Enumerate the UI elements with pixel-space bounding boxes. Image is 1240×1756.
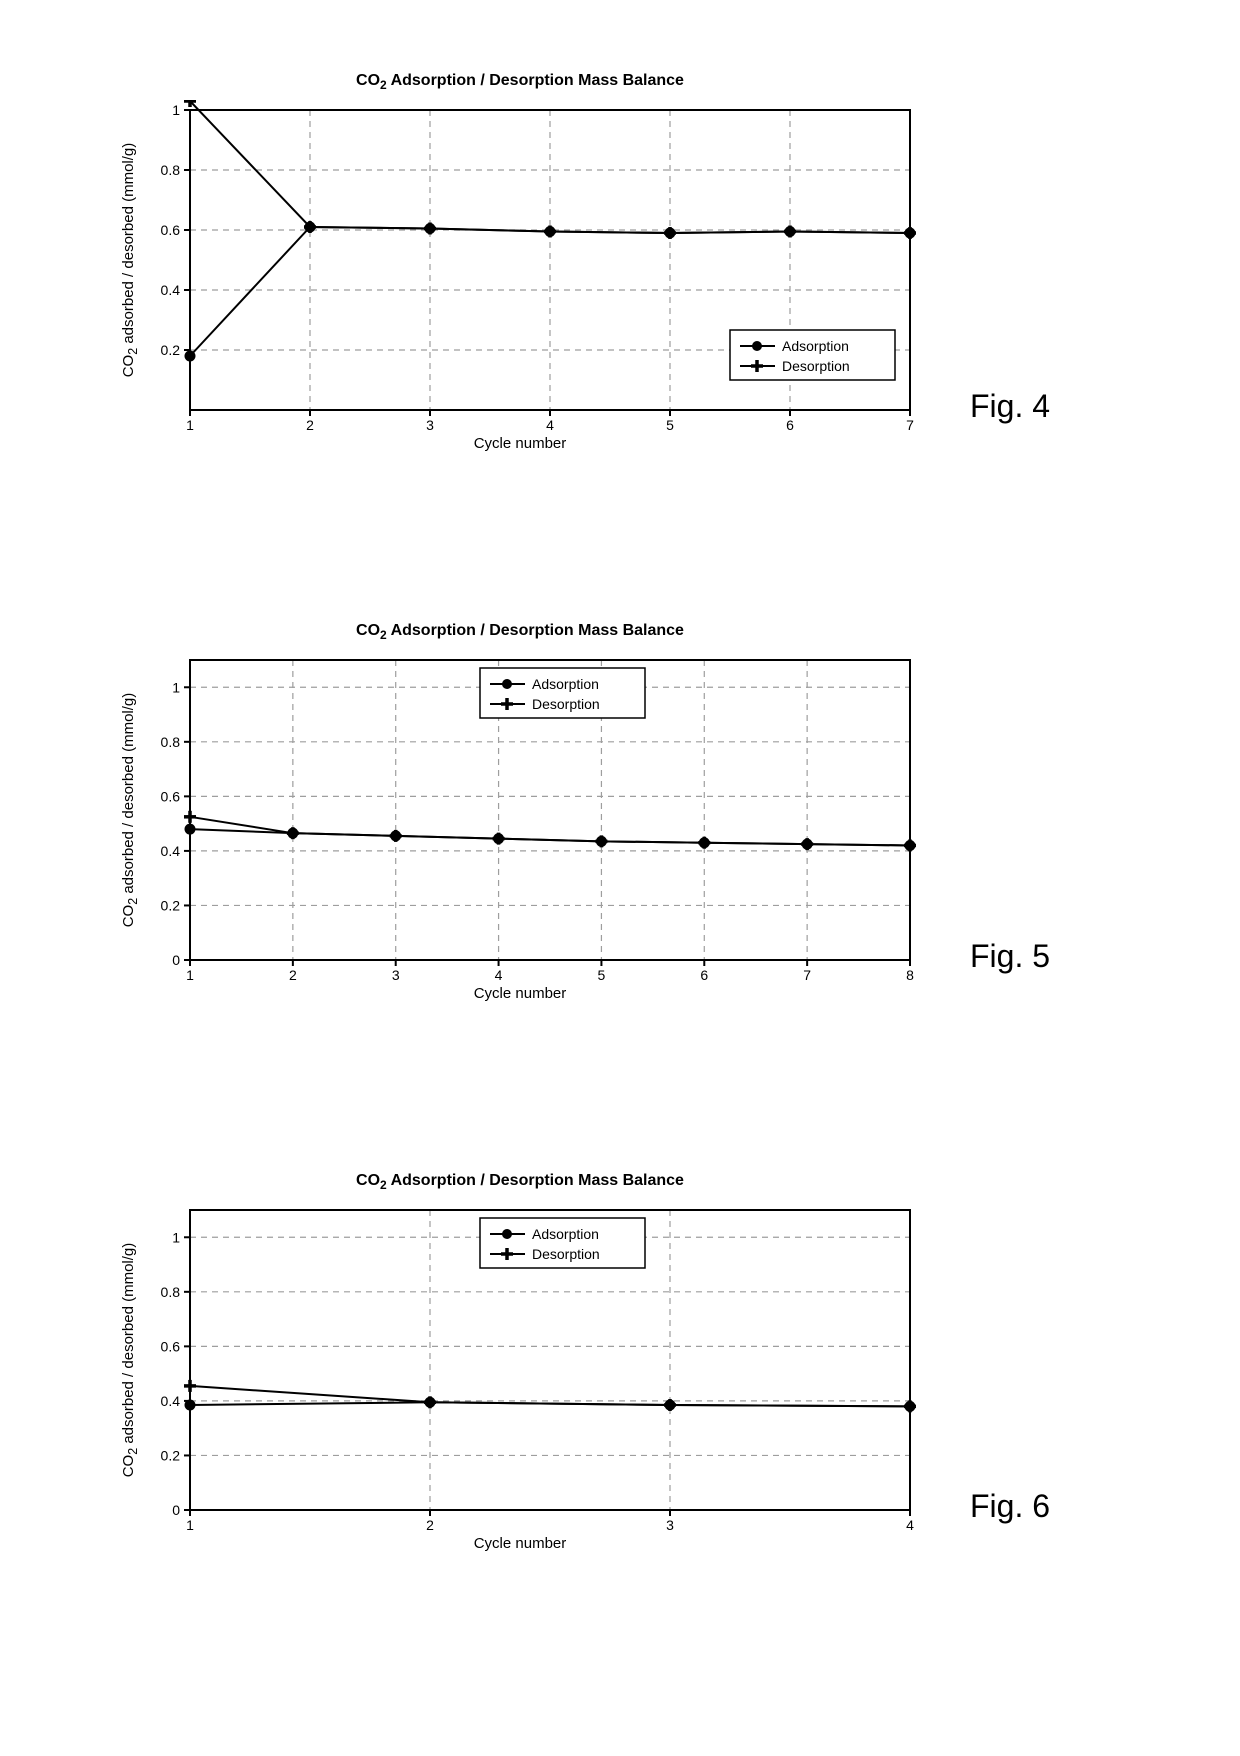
page: CO2 Adsorption / Desorption Mass Balance… [0,0,1240,1756]
x-axis-label: Cycle number [120,985,920,1002]
ytick-label: 0.8 [161,1284,181,1300]
xtick-label: 4 [906,1517,914,1533]
fig4-chart: CO2 Adsorption / Desorption Mass Balance… [120,100,920,455]
plot-svg: 0 0.2 0.4 0.6 0.8 1 1 2 3 4 Adsorption Desorption [120,1200,920,1555]
marker-plus [801,838,813,850]
ytick-label: 0.2 [161,342,181,358]
xtick-label: 5 [666,417,674,433]
marker-plus [595,835,607,847]
xtick-label: 1 [186,1517,194,1533]
marker-plus [424,223,436,235]
xtick-label: 2 [306,417,314,433]
ytick-label: 0.8 [161,734,181,750]
marker-plus [184,1380,196,1392]
marker-plus [493,833,505,845]
marker-circle [185,351,195,361]
figure-label: Fig. 5 [970,938,1050,975]
legend-label-adsorption: Adsorption [532,676,599,692]
ytick-label: 0.4 [161,843,181,859]
plot-svg: 0 0.2 0.4 0.6 0.8 1 1 2 3 4 5 6 7 8 Adsorption Desorpti… [120,650,920,1005]
x-axis-label: Cycle number [120,435,920,452]
marker-plus [784,226,796,238]
chart-title: CO2 Adsorption / Desorption Mass Balance [120,1172,920,1192]
xtick-label: 2 [289,967,297,983]
legend-label-desorption: Desorption [782,358,850,374]
xtick-label: 4 [495,967,503,983]
ytick-label: 0.6 [161,1338,181,1354]
ytick-label: 0.4 [161,282,181,298]
marker-plus [904,1400,916,1412]
ytick-label: 0 [172,952,180,968]
marker-plus [904,227,916,239]
legend-label-adsorption: Adsorption [782,338,849,354]
ytick-label: 0.2 [161,897,181,913]
figure-label: Fig. 6 [970,1488,1050,1525]
x-axis-label: Cycle number [120,1535,920,1552]
legend-label-desorption: Desorption [532,696,600,712]
fig6-block: CO2 Adsorption / Desorption Mass Balance… [120,1200,1050,1555]
xtick-label: 6 [786,417,794,433]
xtick-label: 8 [906,967,914,983]
legend-marker-circle [502,1229,512,1239]
xtick-label: 3 [426,417,434,433]
ytick-label: 0.6 [161,788,181,804]
marker-plus [287,827,299,839]
series-line-desorption [190,817,910,846]
ytick-label: 0.4 [161,1393,181,1409]
xtick-label: 4 [546,417,554,433]
xtick-label: 3 [666,1517,674,1533]
marker-plus [424,1396,436,1408]
marker-plus [698,837,710,849]
y-axis-label: CO2 adsorbed / desorbed (mmol/g) [120,680,140,940]
marker-circle [185,1400,195,1410]
xtick-label: 3 [392,967,400,983]
y-axis-label: CO2 adsorbed / desorbed (mmol/g) [120,130,140,390]
ytick-label: 0.2 [161,1447,181,1463]
plot-svg: 0.2 0.4 0.6 0.8 1 1 2 3 4 5 6 7 Adsorption Desorption [120,100,920,455]
xtick-label: 1 [186,417,194,433]
figure-label: Fig. 4 [970,388,1050,425]
ytick-label: 0.8 [161,162,181,178]
marker-plus [544,226,556,238]
fig5-chart: CO2 Adsorption / Desorption Mass Balance… [120,650,920,1005]
ytick-label: 0 [172,1502,180,1518]
ytick-label: 1 [172,679,180,695]
legend-label-adsorption: Adsorption [532,1226,599,1242]
xtick-label: 2 [426,1517,434,1533]
legend-marker-circle [752,341,762,351]
y-axis-label: CO2 adsorbed / desorbed (mmol/g) [120,1230,140,1490]
xtick-label: 6 [700,967,708,983]
xtick-label: 7 [906,417,914,433]
xtick-label: 7 [803,967,811,983]
fig5-block: CO2 Adsorption / Desorption Mass Balance… [120,650,1050,1005]
marker-plus [664,227,676,239]
fig4-block: CO2 Adsorption / Desorption Mass Balance… [120,100,1050,455]
ytick-label: 1 [172,102,180,118]
marker-plus [390,830,402,842]
marker-plus [184,811,196,823]
xtick-label: 5 [598,967,606,983]
ytick-label: 0.6 [161,222,181,238]
ytick-label: 1 [172,1229,180,1245]
legend-marker-circle [502,679,512,689]
chart-title: CO2 Adsorption / Desorption Mass Balance [120,622,920,642]
xtick-label: 1 [186,967,194,983]
marker-circle [185,824,195,834]
marker-plus [904,839,916,851]
legend-label-desorption: Desorption [532,1246,600,1262]
fig6-chart: CO2 Adsorption / Desorption Mass Balance… [120,1200,920,1555]
chart-title: CO2 Adsorption / Desorption Mass Balance [120,72,920,92]
